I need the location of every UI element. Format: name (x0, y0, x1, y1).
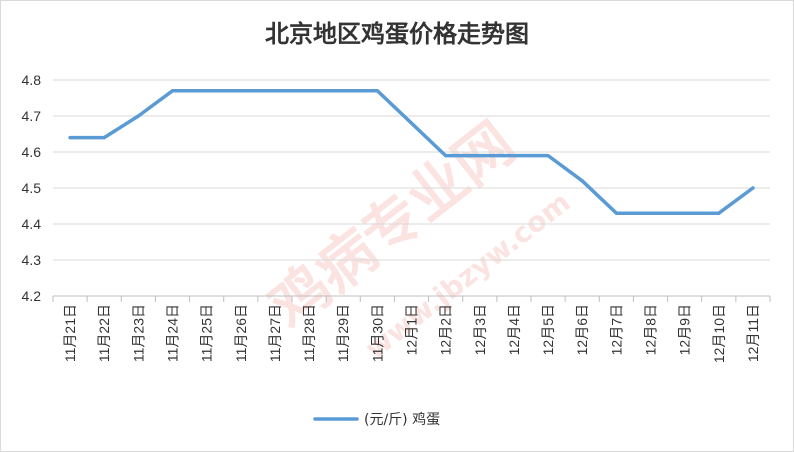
x-tick-label: 12月6日 (574, 304, 590, 355)
data-point (341, 89, 345, 93)
y-tick-label: 4.5 (22, 180, 42, 196)
data-point (683, 211, 687, 215)
x-tick-label: 12月5日 (540, 304, 556, 355)
x-tick-label: 12月1日 (404, 304, 420, 355)
y-tick-label: 4.4 (22, 216, 42, 232)
x-tick-label: 11月29日 (335, 304, 351, 362)
x-tick-label: 12月2日 (438, 304, 454, 355)
x-tick-label: 11月27日 (267, 304, 283, 362)
data-point (307, 89, 311, 93)
data-point (239, 89, 243, 93)
data-point (512, 154, 516, 158)
data-point (102, 136, 106, 140)
legend-label: (元/斤) 鸡蛋 (364, 411, 440, 428)
x-tick-label: 12月11日 (745, 304, 761, 362)
x-tick-label: 11月30日 (369, 304, 385, 362)
y-tick-label: 4.2 (22, 288, 42, 304)
chart-title: 北京地区鸡蛋价格走势图 (265, 19, 529, 48)
data-point (648, 211, 653, 215)
x-tick-label: 12月9日 (677, 304, 693, 355)
y-tick-label: 4.3 (22, 252, 42, 268)
data-point (136, 114, 140, 118)
data-point (546, 154, 550, 158)
data-point (444, 154, 448, 158)
x-tick-label: 12月3日 (472, 304, 488, 355)
gridlines (53, 79, 770, 297)
y-axis: 4.2 4.3 4.4 4.5 4.6 4.7 4.8 (22, 72, 42, 304)
x-tick-label: 11月28日 (301, 304, 317, 362)
data-point (580, 179, 584, 183)
data-point (273, 89, 277, 93)
data-point (751, 186, 755, 190)
series-layer (68, 89, 755, 215)
data-point (614, 211, 619, 215)
x-tick-label: 11月23日 (130, 304, 146, 362)
x-tick-label: 12月4日 (506, 304, 522, 355)
data-point (717, 211, 721, 215)
data-point (375, 89, 379, 93)
x-tick-label: 11月24日 (165, 304, 181, 362)
legend: (元/斤) 鸡蛋 (313, 411, 440, 428)
data-point (170, 89, 175, 93)
x-axis: 11月21日 11月22日 11月23日 11月24日 11月25日 11月26日 11月2… (52, 296, 771, 363)
data-point (478, 154, 482, 158)
x-tick-label: 12月8日 (643, 304, 659, 355)
data-point (68, 136, 72, 140)
x-tick-label: 11月26日 (233, 304, 249, 362)
y-tick-label: 4.8 (22, 72, 42, 88)
x-tick-label: 12月7日 (608, 304, 624, 355)
y-tick-label: 4.7 (22, 108, 42, 124)
data-point (409, 121, 414, 125)
x-tick-label: 11月21日 (62, 304, 78, 362)
x-tick-label: 11月25日 (199, 304, 215, 362)
y-tick-label: 4.6 (22, 144, 42, 160)
x-tick-label: 12月10日 (711, 304, 727, 363)
x-tick-label: 11月22日 (96, 304, 112, 362)
data-point (205, 89, 209, 93)
